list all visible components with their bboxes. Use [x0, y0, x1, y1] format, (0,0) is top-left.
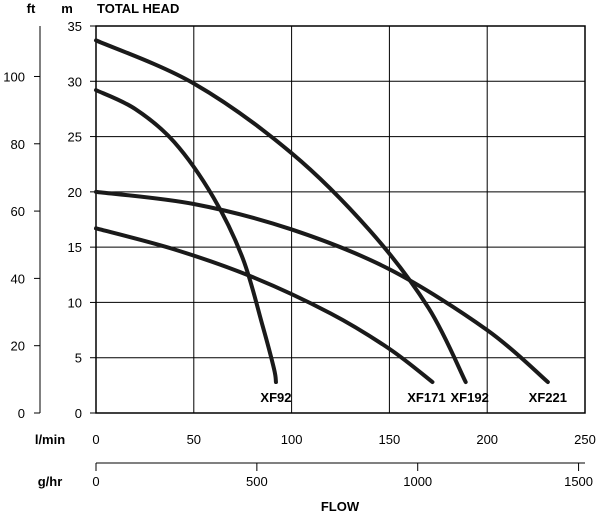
m-tick-label: 35: [68, 19, 82, 34]
m-tick-label: 10: [68, 295, 82, 310]
lmin-tick-label: 100: [281, 432, 303, 447]
curves: XF92 XF171 XF192 XF221: [94, 38, 567, 405]
m-tick-label: 5: [75, 351, 82, 366]
lmin-axis-ticks: 0 50 100 150 200 250: [92, 432, 595, 447]
chart-title: TOTAL HEAD: [97, 1, 179, 16]
grid-lines: [96, 26, 585, 413]
m-tick-label: 15: [68, 240, 82, 255]
m-tick-label: 20: [68, 185, 82, 200]
ft-tick-label: 80: [11, 137, 25, 152]
curve-xf221: [94, 189, 550, 385]
ft-tick-label: 100: [3, 69, 25, 84]
ghr-tick-label: 0: [92, 474, 99, 489]
lmin-tick-label: 0: [92, 432, 99, 447]
x-unit-ghr: g/hr: [38, 474, 63, 489]
curve-xf171: [94, 226, 435, 385]
y-unit-m: m: [61, 1, 73, 16]
m-tick-label: 0: [75, 406, 82, 421]
m-axis-ticks: 0 5 10 15 20 25 30 35: [68, 19, 96, 421]
x-unit-lmin: l/min: [35, 432, 65, 447]
ft-tick-label: 20: [11, 339, 25, 354]
series-label-xf171: XF171: [407, 390, 445, 405]
ft-axis: 0 20 40 60 80 100: [3, 26, 41, 421]
series-label-xf221: XF221: [529, 390, 567, 405]
m-tick-label: 25: [68, 130, 82, 145]
ft-tick-label: 40: [11, 271, 25, 286]
plot-frame: [95, 25, 586, 414]
x-axis-label: FLOW: [321, 499, 360, 514]
ft-tick-label: 0: [18, 406, 25, 421]
lmin-tick-label: 50: [187, 432, 201, 447]
lmin-tick-label: 150: [379, 432, 401, 447]
m-tick-label: 30: [68, 74, 82, 89]
ghr-tick-label: 500: [246, 474, 268, 489]
curve-xf92: [94, 88, 278, 385]
curve-xf192: [94, 38, 468, 385]
lmin-tick-label: 250: [574, 432, 596, 447]
ft-tick-label: 60: [11, 204, 25, 219]
series-label-xf192: XF192: [451, 390, 489, 405]
ghr-tick-label: 1500: [564, 474, 593, 489]
series-label-xf92: XF92: [260, 390, 291, 405]
ghr-axis-ticks: 050010001500200025003000: [92, 463, 593, 489]
lmin-tick-label: 200: [476, 432, 498, 447]
ghr-tick-label: 1000: [403, 474, 432, 489]
y-unit-ft: ft: [27, 1, 36, 16]
